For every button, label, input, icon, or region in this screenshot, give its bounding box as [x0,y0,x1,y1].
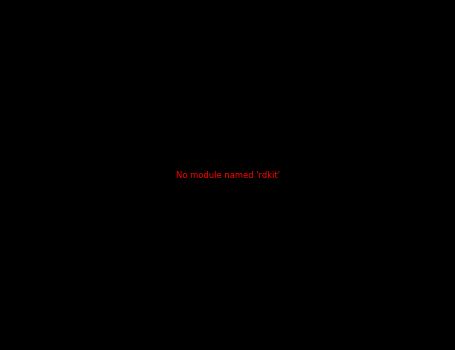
Text: No module named 'rdkit': No module named 'rdkit' [176,170,279,180]
